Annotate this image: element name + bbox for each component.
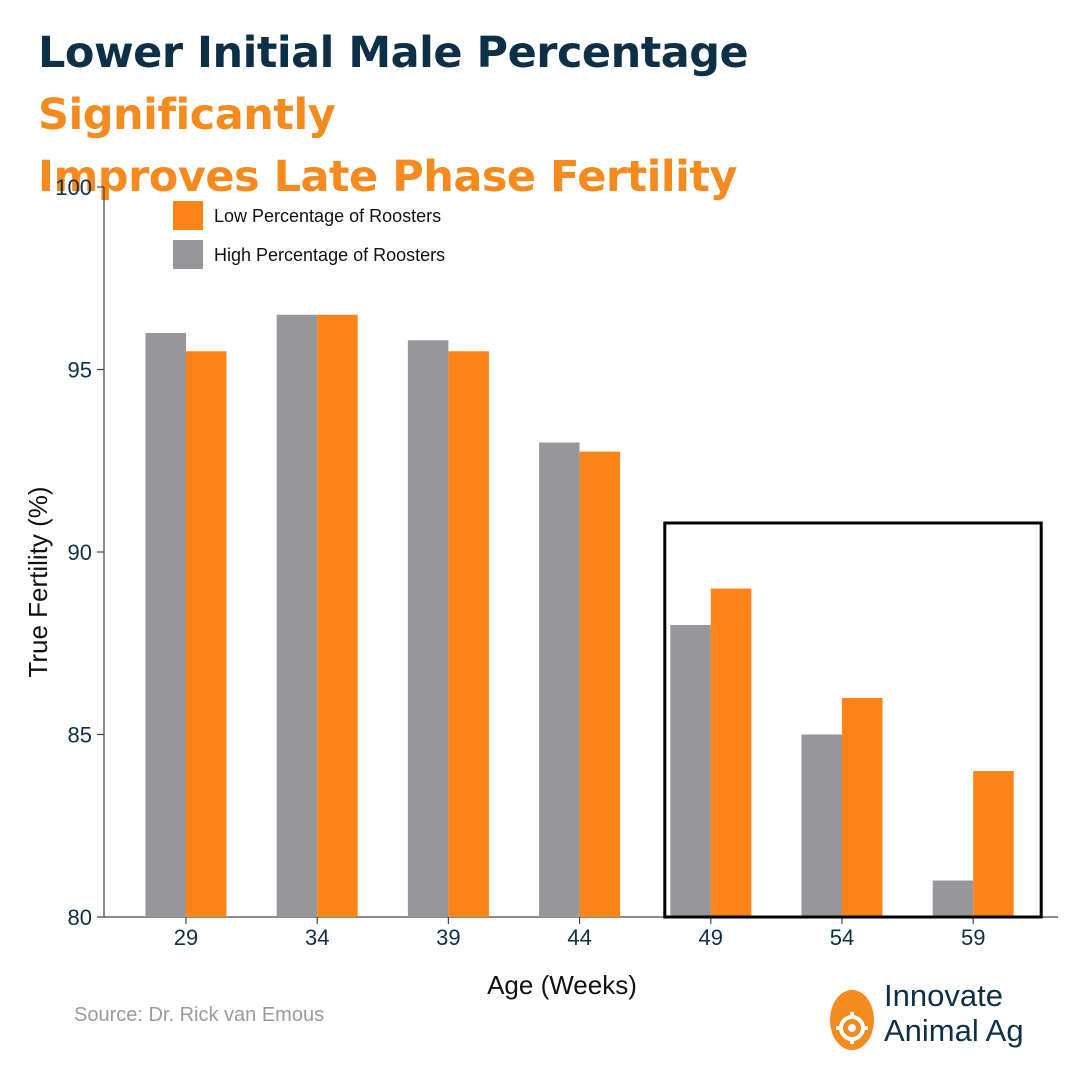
chart-title: Lower Initial Male Percentage Significan… [38,22,1058,208]
x-tick-label: 54 [830,925,854,950]
x-tick-label: 49 [699,925,723,950]
bar-low-39 [448,351,489,917]
logo-wordmark: Innovate Animal Ag [884,978,1024,1048]
title-part-2: Significantly [38,90,336,140]
legend-label-high: High Percentage of Roosters [214,245,445,265]
y-tick-label: 85 [68,723,92,748]
legend-swatch-high [173,240,203,269]
title-part-3: Improves Late Phase Fertility [38,152,737,202]
bar-high-39 [407,340,449,917]
x-axis-label: Age (Weeks) [487,970,637,1000]
late-phase-highlight-box [663,521,1043,919]
logo-line-2: Animal Ag [884,1013,1024,1048]
brand-logo: Innovate Animal Ag [826,976,1066,1056]
bar-low-54 [842,698,883,917]
egg-gear-icon [830,990,874,1050]
title-part-1: Lower Initial Male Percentage [38,28,749,78]
y-axis-label: True Fertility (%) [23,486,53,677]
x-tick-label: 39 [436,925,460,950]
bar-low-49 [710,588,752,917]
bar-high-49 [670,625,711,917]
legend-swatch-low [173,201,203,230]
bar-low-29 [186,351,227,917]
bar-low-44 [579,451,621,917]
legend-label-low: Low Percentage of Roosters [214,206,441,226]
bar-high-59 [932,880,974,917]
logo-line-1: Innovate [884,978,1003,1013]
y-tick-label: 100 [55,175,92,200]
bar-low-34 [317,314,358,917]
bar-high-54 [801,734,842,917]
bar-high-29 [145,333,186,917]
bar-low-59 [973,771,1014,917]
y-tick-label: 90 [68,540,92,565]
bar-high-44 [539,442,580,917]
y-tick-label: 95 [68,358,92,383]
bar-high-34 [276,314,318,917]
x-tick-label: 59 [961,925,985,950]
x-tick-label: 44 [567,925,591,950]
source-note: Source: Dr. Rick van Emous [74,1004,325,1026]
x-tick-label: 29 [174,925,198,950]
y-tick-label: 80 [68,905,92,930]
x-tick-label: 34 [305,925,329,950]
